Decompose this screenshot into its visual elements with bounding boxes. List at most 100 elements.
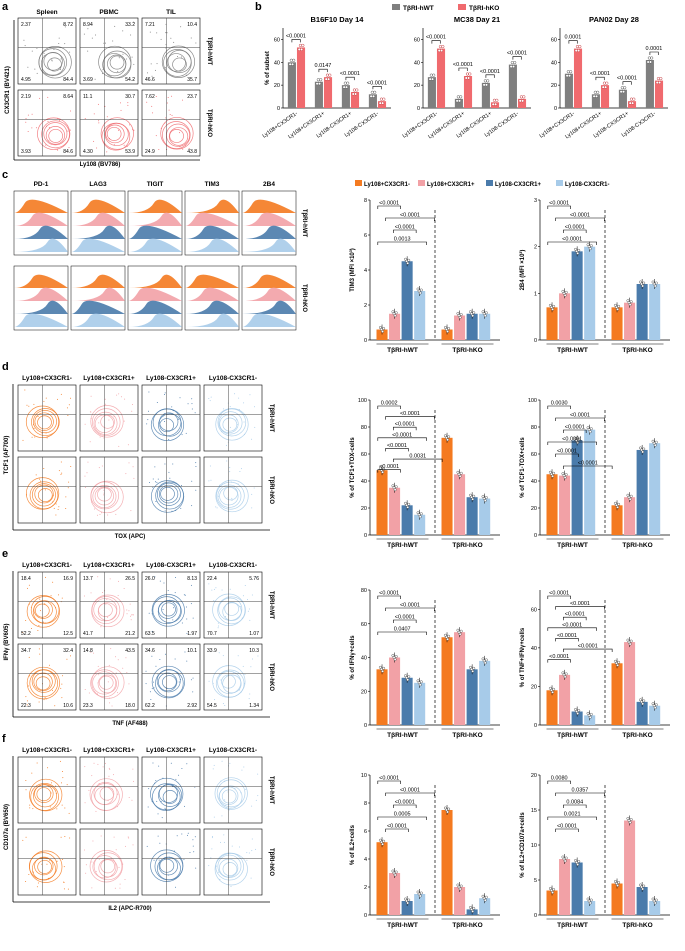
col-title: Ly108-CX3CR1+ [146,747,196,754]
p-value: <0.0001 [400,213,420,219]
data-point [344,85,349,89]
event-dot [34,422,36,424]
data-point [621,90,626,94]
event-dot [175,510,177,512]
contour [37,859,52,874]
significance-bracket [555,606,605,610]
legend-swatch [392,4,400,10]
y-tick-label: 10 [361,773,367,779]
event-dot [130,34,132,36]
legend-label: Ly108-CX3CR1- [565,182,609,188]
data-point [577,709,581,712]
data-point [564,473,568,476]
event-dot [120,109,122,111]
event-dot [60,836,62,838]
y-tick-label: 6 [364,829,367,835]
event-dot [181,622,183,624]
flow-plot: 8.94 33.2 3.69 54.2 [79,17,139,85]
bar [571,440,583,535]
histogram-curve [242,300,296,314]
bar [624,820,636,915]
bar [584,429,596,535]
contour [157,599,182,624]
panel-letter-b: b [255,1,262,13]
histogram-stack [184,265,240,331]
bar-chart-tim3: 0 2 4 6 8 TIM3 (MFI ×10³) TβRI-hWT TβRI-hKO <0.0… [349,198,500,354]
event-dot [123,144,125,146]
data-point [418,894,422,898]
event-dot [132,466,134,468]
event-dot [231,845,233,847]
event-dot [219,484,221,486]
event-dot [31,113,33,115]
p-value: 0.0407 [394,627,411,633]
histogram-curve [128,225,182,239]
event-dot [173,41,175,43]
event-dot [238,409,240,411]
y-tick-label: 40 [361,656,367,662]
event-dot [145,670,147,672]
data-point [653,901,657,905]
flow-plot [79,384,139,452]
event-dot [107,616,109,618]
event-dot [96,147,98,149]
event-dot [150,63,152,65]
event-dot [225,616,227,618]
significance-bracket [622,81,632,85]
event-dot [66,407,68,409]
event-dot [159,580,161,582]
bar [350,92,360,108]
event-dot [98,858,100,860]
event-dot [66,784,68,786]
row-label: TβRI-hWT [268,404,274,433]
contour [34,412,54,431]
event-dot [191,408,193,410]
event-dot [210,857,212,859]
y-tick-label: 60 [361,452,367,458]
event-dot [127,836,129,838]
data-point [319,78,323,82]
event-dot [22,839,24,841]
event-dot [243,402,245,404]
event-dot [184,144,186,146]
flow-plot [203,828,263,896]
event-dot [125,657,127,659]
event-dot [100,512,102,514]
col-title: Ly108-CX3CR1- [209,562,257,569]
event-dot [153,859,155,861]
quadrant-value: 26.0 [145,576,155,582]
axis-label-x: TNF (AF488) [112,721,147,727]
p-value: <0.0001 [480,69,500,75]
p-value: 0.0005 [394,812,411,818]
significance-bracket [547,241,597,245]
event-dot [219,841,221,843]
data-point [629,300,633,304]
event-dot [51,59,53,61]
event-dot [97,103,99,105]
event-dot [127,102,129,104]
bar [564,73,573,108]
y-axis-label: TIM3 (MFI ×10³) [349,248,356,292]
event-dot [126,613,128,615]
event-dot [48,127,50,129]
quadrant-value: 1.07 [249,631,259,637]
event-dot [146,423,148,425]
event-dot [114,887,116,889]
histogram-stack [127,190,183,256]
data-point [483,499,487,502]
bar [559,475,571,535]
event-dot [48,140,50,142]
quadrant-value: 3.93 [21,149,31,155]
event-dot [28,405,30,407]
contour [156,669,181,693]
event-dot [222,702,224,704]
data-point [569,70,573,74]
contour [150,408,185,442]
data-point [393,658,397,661]
event-dot [247,610,249,612]
event-dot [110,648,112,650]
contour [37,117,71,150]
data-point [447,435,451,439]
event-dot [242,595,244,597]
p-value: <0.0001 [426,35,446,41]
